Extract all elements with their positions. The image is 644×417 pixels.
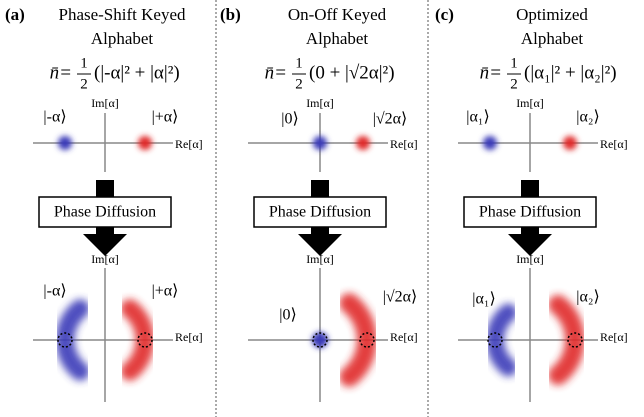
im-axis-label: Im[α] [516, 252, 544, 266]
diffused-state [312, 332, 328, 348]
state-label: |+α⟩ [152, 109, 179, 126]
panel-title: Alphabet [521, 29, 584, 48]
formula-numerator: 1 [295, 55, 303, 71]
panel-label: (c) [435, 5, 454, 24]
process-label: Phase Diffusion [54, 204, 156, 221]
re-axis-label: Re[α] [600, 137, 628, 151]
formula-rhs: (0 + |√2α|²) [309, 62, 395, 83]
state-label: |+α⟩ [152, 283, 179, 300]
panel-label: (b) [220, 5, 241, 24]
panel-title: On-Off Keyed [288, 5, 387, 24]
formula-lhs: n̄= [480, 62, 502, 83]
process-label: Phase Diffusion [479, 204, 581, 221]
state-label: |α₂⟩ [576, 289, 599, 306]
formula-lhs: n̄= [50, 62, 72, 83]
re-axis-label: Re[α] [600, 330, 628, 344]
formula-denominator: 2 [80, 76, 88, 92]
state-blob [563, 136, 577, 150]
formula-denominator: 2 [510, 76, 518, 92]
process-label: Phase Diffusion [269, 204, 371, 221]
formula-rhs: (|α₁|² + |α₂|²) [524, 62, 617, 83]
formula-numerator: 1 [510, 55, 518, 71]
state-label: |0⟩ [281, 111, 298, 128]
panel-title: Alphabet [306, 29, 369, 48]
state-label: |0⟩ [279, 307, 296, 324]
formula-lhs: n̄= [265, 62, 287, 83]
formula-numerator: 1 [80, 55, 88, 71]
arrow-shaft [521, 180, 539, 198]
state-blob [483, 136, 497, 150]
re-axis-label: Re[α] [175, 330, 203, 344]
arrow-shaft [311, 180, 329, 198]
state-label: |-α⟩ [43, 109, 66, 126]
arrow-shaft [96, 180, 114, 198]
state-blob [356, 136, 370, 150]
re-axis-label: Re[α] [175, 137, 203, 151]
state-label: |α₁⟩ [472, 291, 495, 308]
re-axis-label: Re[α] [390, 137, 418, 151]
state-blob [58, 136, 72, 150]
re-axis-label: Re[α] [390, 330, 418, 344]
state-blob [313, 136, 327, 150]
im-axis-label: Im[α] [91, 252, 119, 266]
panel-title: Optimized [516, 5, 588, 24]
formula-rhs: (|-α|² + |α|²) [94, 62, 180, 83]
im-axis-label: Im[α] [91, 96, 119, 110]
state-blob [138, 136, 152, 150]
im-axis-label: Im[α] [306, 252, 334, 266]
figure: (a) Phase-Shift Keyed Alphabet n̄= 1 2 (|-α|² … [0, 0, 644, 417]
state-label: |α₁⟩ [466, 109, 489, 126]
state-label: |-α⟩ [43, 283, 66, 300]
state-label: |√2α⟩ [383, 289, 418, 306]
im-axis-label: Im[α] [306, 96, 334, 110]
formula-denominator: 2 [295, 76, 303, 92]
state-label: |√2α⟩ [373, 111, 408, 128]
im-axis-label: Im[α] [516, 96, 544, 110]
panel-title: Phase-Shift Keyed [58, 5, 186, 24]
panel-label: (a) [5, 5, 25, 24]
panel-title: Alphabet [91, 29, 154, 48]
state-label: |α₂⟩ [576, 109, 599, 126]
